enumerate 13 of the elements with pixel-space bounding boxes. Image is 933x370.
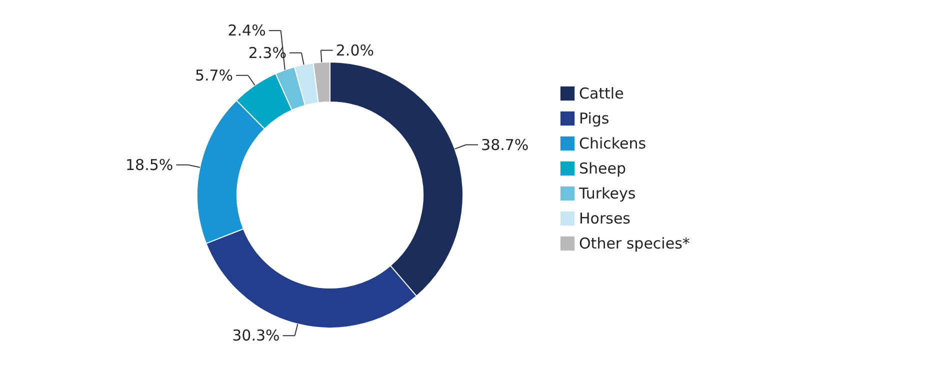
legend-label: Chickens bbox=[579, 134, 646, 152]
legend-label: Other species* bbox=[579, 234, 690, 252]
data-label: 2.4% bbox=[228, 22, 266, 40]
legend-label: Turkeys bbox=[578, 184, 636, 202]
data-label: 30.3% bbox=[232, 326, 280, 345]
data-label: 5.7% bbox=[194, 66, 234, 84]
legend-label: Sheep bbox=[579, 160, 626, 178]
legend-label: Cattle bbox=[579, 84, 624, 102]
data-label: 18.5% bbox=[126, 156, 174, 174]
data-label: 38.7% bbox=[481, 136, 529, 154]
data-label: 2.0% bbox=[336, 41, 374, 60]
legend-label: Pigs bbox=[579, 110, 610, 128]
legend-label: Horses bbox=[579, 210, 631, 228]
